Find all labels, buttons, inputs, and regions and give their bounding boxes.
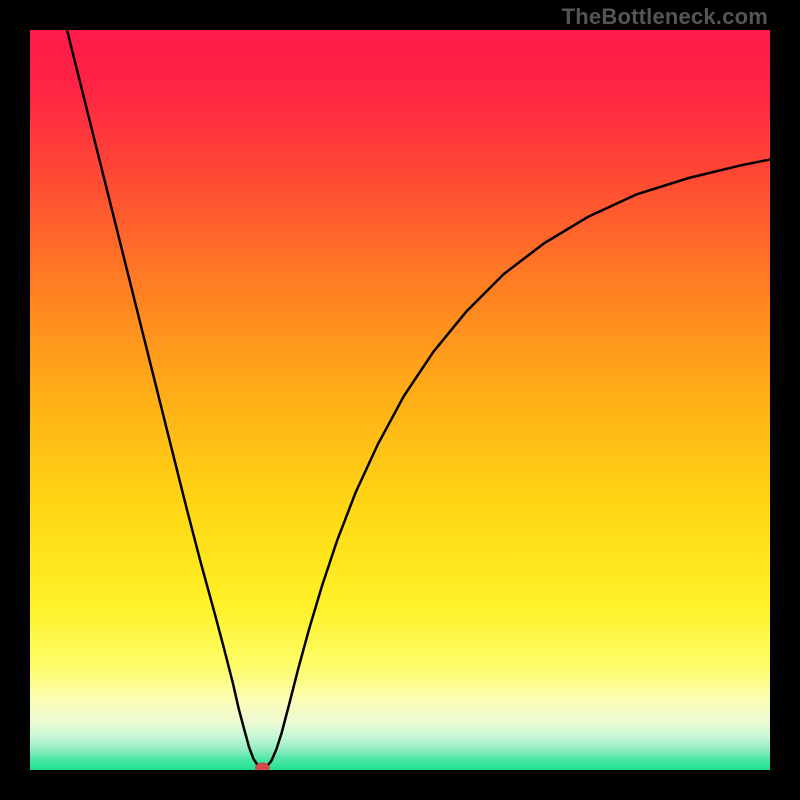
chart-frame: TheBottleneck.com — [0, 0, 800, 800]
chart-svg — [30, 30, 770, 770]
watermark-text: TheBottleneck.com — [562, 4, 768, 30]
minimum-marker — [255, 763, 269, 770]
gradient-background — [30, 30, 770, 770]
plot-area — [30, 30, 770, 770]
